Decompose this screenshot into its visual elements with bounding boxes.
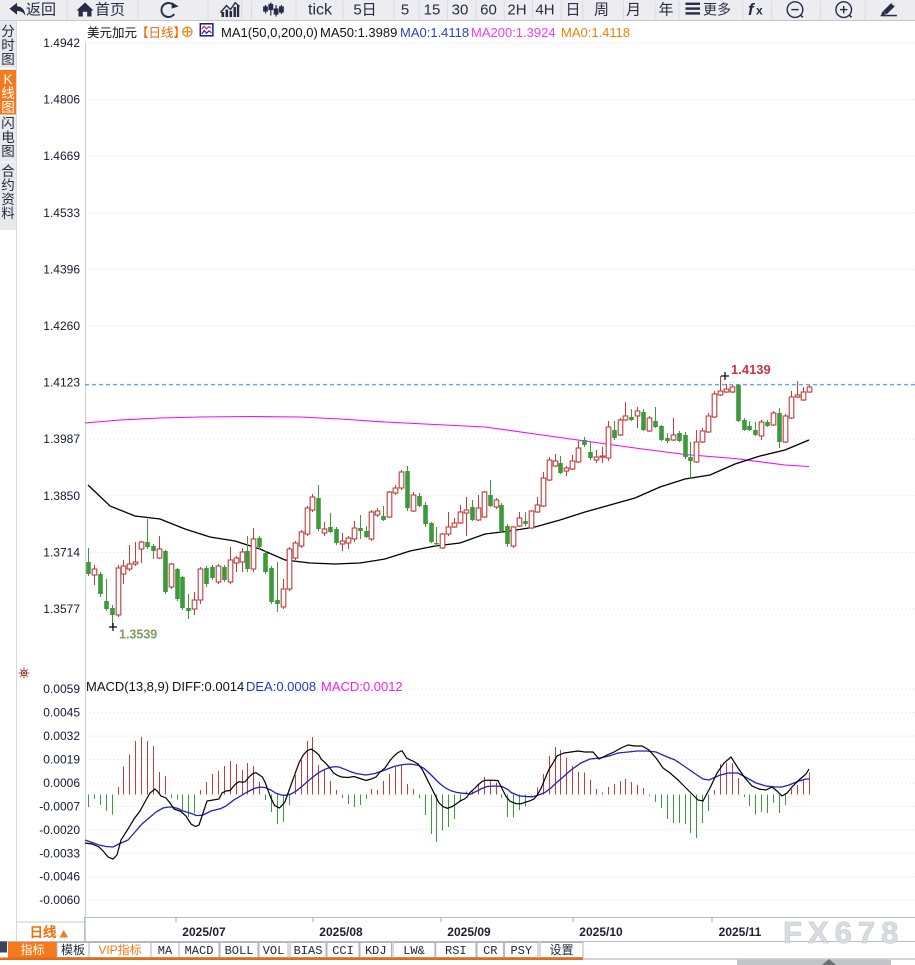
svg-text:1.3850: 1.3850 <box>43 489 80 503</box>
svg-text:-0.0020: -0.0020 <box>39 823 80 837</box>
svg-text:2025/10: 2025/10 <box>579 925 623 939</box>
svg-text:K: K <box>3 72 12 87</box>
svg-text:指标: 指标 <box>20 942 44 957</box>
svg-text:x: x <box>756 4 763 18</box>
svg-text:1.3577: 1.3577 <box>43 602 80 616</box>
svg-text:PSY: PSY <box>510 944 532 958</box>
svg-text:MA50:1.3989: MA50:1.3989 <box>320 25 397 40</box>
svg-text:0.0019: 0.0019 <box>43 753 80 767</box>
svg-text:日线: 日线 <box>30 924 57 940</box>
svg-text:1.3714: 1.3714 <box>43 545 80 559</box>
svg-text:模板: 模板 <box>61 943 85 957</box>
svg-text:1.3987: 1.3987 <box>43 432 80 446</box>
svg-text:MACD:0.0012: MACD:0.0012 <box>321 679 403 694</box>
svg-text:RSI: RSI <box>445 944 467 958</box>
svg-text:MA1(50,0,200,0): MA1(50,0,200,0) <box>221 25 318 40</box>
svg-text:-0.0033: -0.0033 <box>39 846 80 860</box>
svg-text:图: 图 <box>1 100 15 115</box>
svg-text:设置: 设置 <box>549 943 573 957</box>
svg-text:VIP指标: VIP指标 <box>98 942 141 957</box>
svg-text:图: 图 <box>1 52 15 67</box>
svg-text:0.0006: 0.0006 <box>43 776 80 790</box>
svg-text:2025/07: 2025/07 <box>182 925 226 939</box>
svg-text:f: f <box>748 0 756 19</box>
svg-text:约: 约 <box>1 178 15 193</box>
svg-text:日: 日 <box>565 2 580 19</box>
svg-text:资: 资 <box>1 192 15 207</box>
svg-text:1.4806: 1.4806 <box>43 93 80 107</box>
svg-text:KDJ: KDJ <box>365 944 387 958</box>
svg-text:1.4942: 1.4942 <box>43 36 80 50</box>
svg-text:DEA:0.0008: DEA:0.0008 <box>246 679 316 694</box>
svg-text:电: 电 <box>1 130 15 145</box>
svg-text:闪: 闪 <box>1 116 15 131</box>
svg-text:MA200:1.3924: MA200:1.3924 <box>471 25 556 40</box>
svg-text:1.4396: 1.4396 <box>43 262 80 276</box>
svg-text:MA: MA <box>158 944 173 958</box>
svg-text:30: 30 <box>452 2 469 19</box>
svg-text:2025/11: 2025/11 <box>719 925 762 939</box>
svg-text:更多: 更多 <box>703 2 731 18</box>
svg-text:5日: 5日 <box>353 2 376 19</box>
svg-text:合: 合 <box>1 164 15 179</box>
svg-text:1.4533: 1.4533 <box>43 206 80 220</box>
svg-text:1.3539: 1.3539 <box>119 628 157 642</box>
svg-text:MA0:1.4118: MA0:1.4118 <box>400 25 469 40</box>
svg-text:BOLL: BOLL <box>225 944 254 958</box>
svg-text:MACD(13,8,9): MACD(13,8,9) <box>86 679 169 694</box>
svg-text:【日线】: 【日线】 <box>136 26 186 40</box>
svg-text:60: 60 <box>480 2 497 19</box>
svg-text:2025/09: 2025/09 <box>447 925 491 939</box>
svg-text:1.4123: 1.4123 <box>43 376 80 390</box>
svg-text:1.4139: 1.4139 <box>731 362 771 377</box>
svg-text:VOL: VOL <box>263 944 285 958</box>
svg-text:DIFF:0.0014: DIFF:0.0014 <box>172 679 244 694</box>
svg-text:线: 线 <box>1 86 15 101</box>
svg-text:月: 月 <box>626 2 641 19</box>
svg-text:-0.0046: -0.0046 <box>39 870 80 884</box>
svg-text:2H: 2H <box>507 2 526 19</box>
svg-text:1.4669: 1.4669 <box>43 149 80 163</box>
svg-text:15: 15 <box>424 2 441 19</box>
svg-text:4H: 4H <box>535 2 554 19</box>
svg-text:-0.0007: -0.0007 <box>39 799 80 813</box>
svg-text:0.0059: 0.0059 <box>43 682 80 696</box>
svg-text:1.4260: 1.4260 <box>43 319 80 333</box>
svg-text:5: 5 <box>401 2 409 19</box>
svg-text:FX678: FX678 <box>783 915 904 950</box>
svg-text:0.0032: 0.0032 <box>43 729 80 743</box>
svg-text:MACD: MACD <box>185 944 214 958</box>
svg-text:料: 料 <box>1 206 15 221</box>
svg-text:MA0:1.4118: MA0:1.4118 <box>561 25 630 40</box>
svg-text:返回: 返回 <box>26 2 56 19</box>
svg-text:首页: 首页 <box>95 2 125 19</box>
svg-text:图: 图 <box>1 144 15 159</box>
svg-text:-0.0060: -0.0060 <box>39 893 80 907</box>
svg-text:2025/08: 2025/08 <box>319 925 363 939</box>
svg-text:LW&: LW& <box>403 944 425 958</box>
svg-text:BIAS: BIAS <box>294 944 323 958</box>
svg-text:tick: tick <box>308 2 333 19</box>
svg-text:0.0045: 0.0045 <box>43 706 80 720</box>
svg-text:分: 分 <box>1 24 15 39</box>
svg-text:周: 周 <box>594 2 609 19</box>
svg-text:美元加元: 美元加元 <box>87 26 137 40</box>
svg-text:年: 年 <box>658 2 673 19</box>
svg-text:时: 时 <box>1 38 15 53</box>
svg-text:CR: CR <box>483 944 497 958</box>
svg-text:CCI: CCI <box>332 944 354 958</box>
